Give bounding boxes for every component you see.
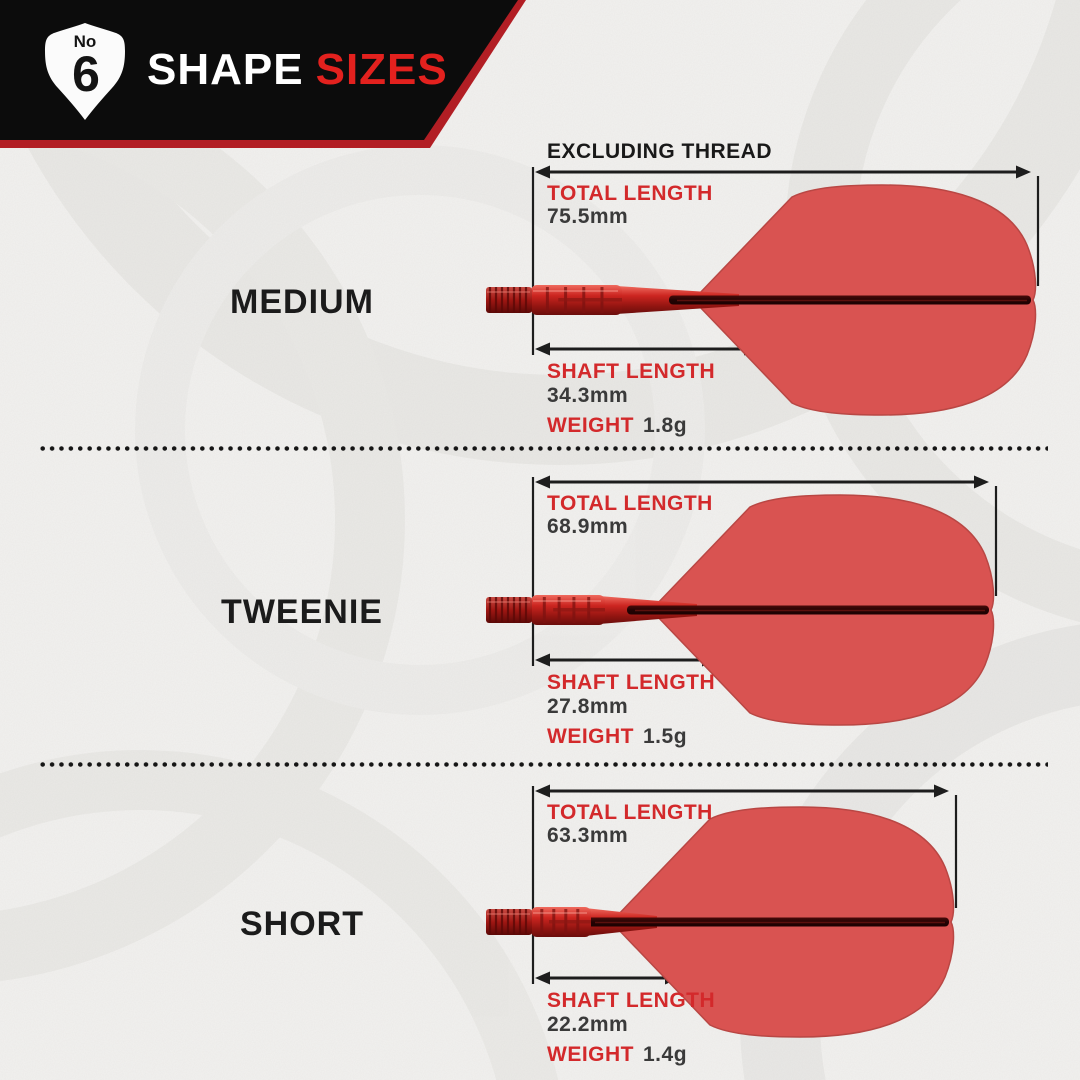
weight-value: 1.4g [643, 1043, 688, 1066]
total-length-label: TOTAL LENGTH [547, 801, 713, 824]
title-primary: SHAPE [147, 45, 304, 94]
weight-label: WEIGHT [547, 414, 634, 437]
shaft-length-value: 34.3mm [547, 384, 629, 407]
size-name-tweenie: TWEENIE [221, 593, 383, 631]
weight-value: 1.5g [643, 725, 688, 748]
dotted-divider [38, 446, 1048, 451]
excluding-thread-label: EXCLUDING THREAD [547, 140, 773, 163]
header-banner: No 6 SHAPE SIZES [0, 0, 560, 160]
total-length-label: TOTAL LENGTH [547, 492, 713, 515]
weight-row: WEIGHT 1.8g [547, 414, 687, 438]
title-accent: SIZES [315, 45, 448, 94]
page-title: SHAPE SIZES [147, 45, 448, 95]
total-length-value: 75.5mm [547, 205, 629, 228]
size-name-short: SHORT [240, 905, 364, 943]
weight-value: 1.8g [643, 414, 688, 437]
weight-row: WEIGHT 1.5g [547, 725, 687, 749]
size-name-medium: MEDIUM [230, 283, 374, 321]
shaft-length-label: SHAFT LENGTH [547, 360, 716, 383]
flight-shape-icon [45, 23, 125, 120]
badge-number: 6 [72, 46, 100, 102]
weight-label: WEIGHT [547, 725, 634, 748]
shaft-length-value: 22.2mm [547, 1013, 629, 1036]
weight-row: WEIGHT 1.4g [547, 1043, 687, 1067]
total-length-value: 63.3mm [547, 824, 629, 847]
dotted-divider [38, 762, 1048, 767]
shaft-length-value: 27.8mm [547, 695, 629, 718]
no6-flight-badge: No 6 [44, 22, 126, 122]
shaft-length-label: SHAFT LENGTH [547, 671, 716, 694]
weight-label: WEIGHT [547, 1043, 634, 1066]
total-length-label: TOTAL LENGTH [547, 182, 713, 205]
total-length-value: 68.9mm [547, 515, 629, 538]
badge-no-text: No [73, 32, 97, 51]
shaft-length-label: SHAFT LENGTH [547, 989, 716, 1012]
